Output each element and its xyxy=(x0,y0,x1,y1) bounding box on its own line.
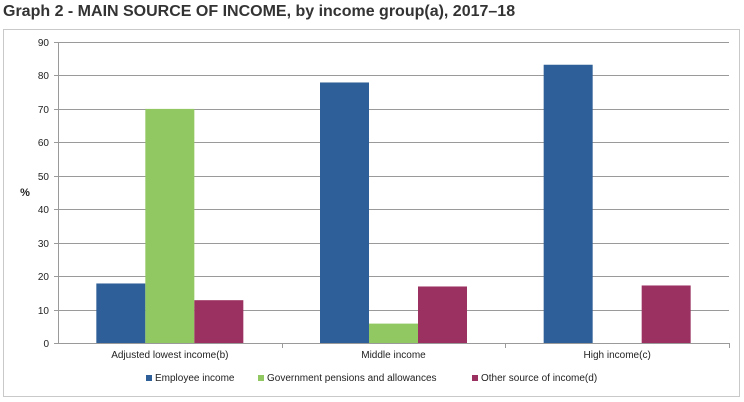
bars xyxy=(96,64,691,344)
y-tick-label: 0 xyxy=(43,339,49,350)
y-tick-label: 10 xyxy=(38,306,50,317)
bar xyxy=(96,283,146,343)
bar xyxy=(418,286,467,343)
y-tick-label: 20 xyxy=(38,272,50,283)
x-axis-categories: Adjusted lowest income(b) Middle income Hi… xyxy=(111,350,651,361)
bar xyxy=(320,82,369,344)
legend-swatch xyxy=(258,375,264,381)
legend-label: Other source of income(d) xyxy=(481,373,597,384)
chart-title: Graph 2 - MAIN SOURCE OF INCOME, by inco… xyxy=(3,3,516,20)
series-2 xyxy=(145,108,418,343)
bar xyxy=(369,323,418,343)
legend: Employee income Government pensions and a… xyxy=(146,373,597,384)
bar xyxy=(543,64,593,344)
bar xyxy=(145,108,195,343)
legend-swatch xyxy=(472,375,478,381)
y-tick-label: 80 xyxy=(38,71,50,82)
y-tick-label: 90 xyxy=(38,38,50,49)
x-category-label: Middle income xyxy=(361,350,426,361)
y-tick-label: 70 xyxy=(38,105,50,116)
legend-item: Employee income xyxy=(146,373,235,384)
y-tick-label: 50 xyxy=(38,172,50,183)
y-tick-label: 60 xyxy=(38,138,50,149)
y-axis-label: % xyxy=(20,187,30,199)
bar xyxy=(641,285,691,343)
axes xyxy=(54,42,730,348)
series-3 xyxy=(194,285,691,343)
legend-label: Employee income xyxy=(155,373,235,384)
legend-item: Government pensions and allowances xyxy=(258,373,437,384)
legend-swatch xyxy=(146,375,152,381)
legend-label: Government pensions and allowances xyxy=(267,373,437,384)
y-tick-label: 40 xyxy=(38,205,50,216)
y-tick-label: 30 xyxy=(38,239,50,250)
bar xyxy=(194,300,244,343)
series-1 xyxy=(96,64,593,344)
y-axis-ticks: 0 10 20 30 40 50 60 70 80 90 xyxy=(38,38,58,350)
x-category-label: High income(c) xyxy=(584,350,651,361)
legend-item: Other source of income(d) xyxy=(472,373,597,384)
x-category-label: Adjusted lowest income(b) xyxy=(111,350,228,361)
